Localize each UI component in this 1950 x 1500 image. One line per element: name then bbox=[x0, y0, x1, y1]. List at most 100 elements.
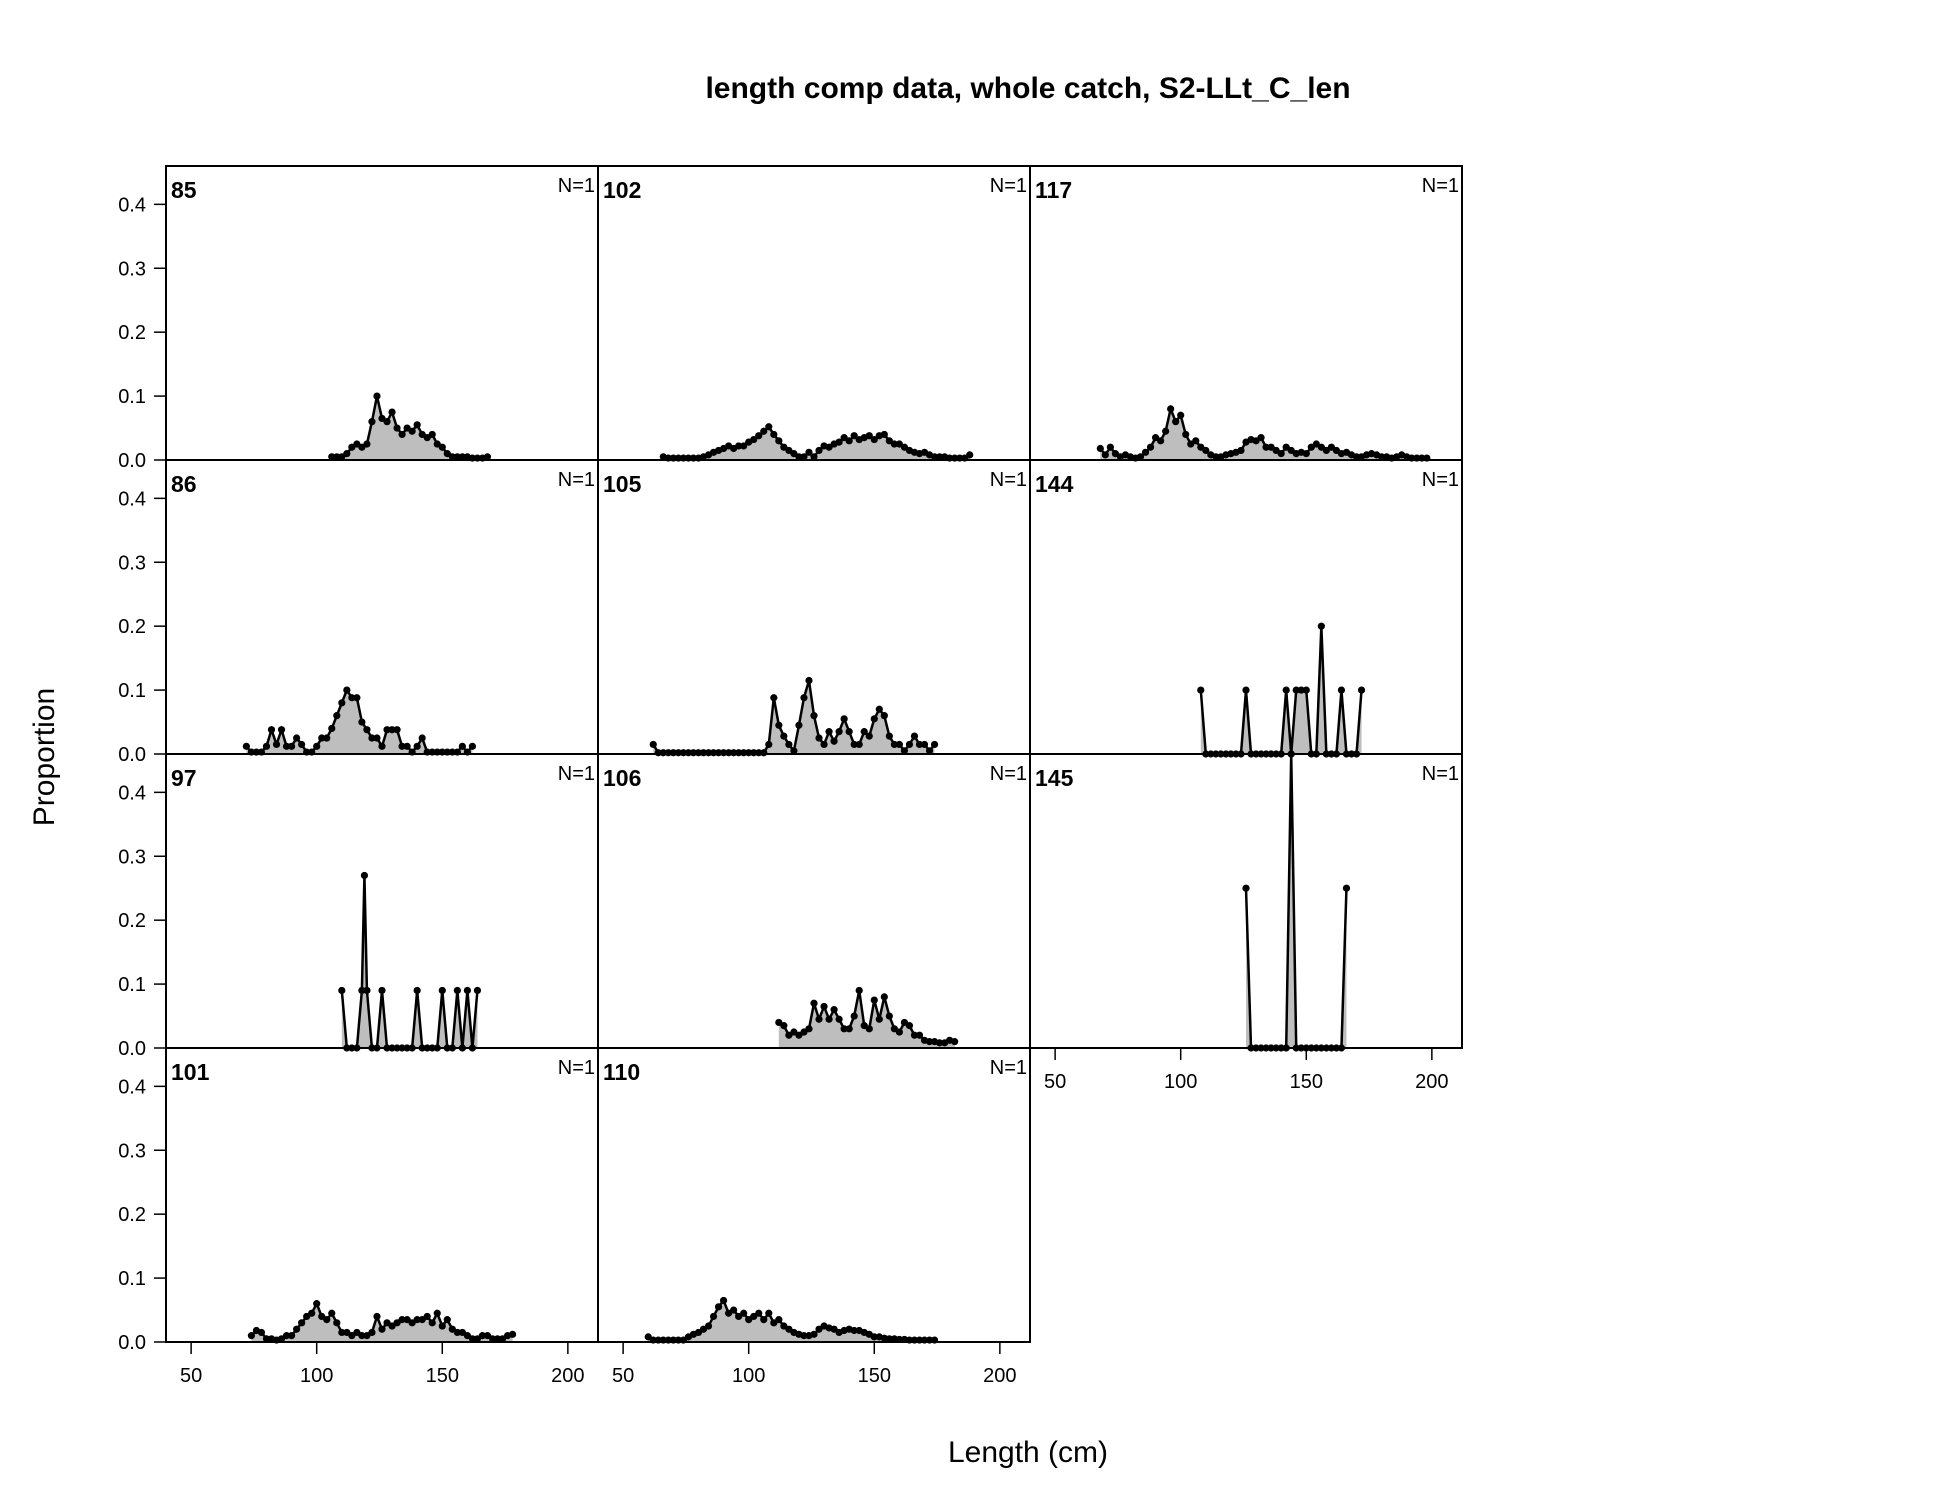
y-tick-label-86-2: 0.2 bbox=[118, 616, 146, 638]
point-97-0 bbox=[338, 986, 346, 995]
point-117-51 bbox=[1352, 453, 1361, 461]
point-105-50 bbox=[900, 747, 909, 755]
point-105-36 bbox=[830, 737, 838, 745]
point-101-52 bbox=[509, 1330, 517, 1338]
point-86-16 bbox=[323, 734, 331, 742]
panel-label-101: 101 bbox=[171, 1059, 210, 1085]
point-102-19 bbox=[755, 432, 763, 440]
point-105-52 bbox=[910, 732, 919, 740]
area-105 bbox=[653, 680, 935, 754]
point-105-29 bbox=[795, 721, 803, 729]
point-86-15 bbox=[318, 734, 326, 742]
point-105-40 bbox=[850, 740, 858, 749]
y-tick-label-86-0: 0.0 bbox=[118, 744, 146, 766]
point-85-14 bbox=[398, 430, 406, 439]
point-85-24 bbox=[448, 453, 456, 461]
point-105-55 bbox=[925, 747, 934, 755]
point-106-11 bbox=[830, 1006, 838, 1014]
point-85-13 bbox=[393, 424, 401, 432]
point-145-0 bbox=[1242, 884, 1250, 892]
point-117-2 bbox=[1106, 443, 1114, 451]
point-85-20 bbox=[428, 430, 436, 439]
point-86-35 bbox=[418, 734, 426, 742]
x-tick-label-145-2: 150 bbox=[1290, 1071, 1323, 1093]
point-86-28 bbox=[383, 726, 391, 734]
point-102-22 bbox=[770, 430, 778, 439]
panel-n-106: N=1 bbox=[990, 763, 1027, 785]
point-102-44 bbox=[880, 430, 888, 439]
panel-frame-110 bbox=[597, 1047, 1031, 1343]
point-86-31 bbox=[398, 742, 406, 750]
point-106-28 bbox=[915, 1031, 924, 1039]
panel-n-101: N=1 bbox=[558, 1057, 595, 1079]
point-105-28 bbox=[790, 747, 798, 755]
point-97-26 bbox=[463, 986, 471, 995]
point-145-20 bbox=[1342, 884, 1351, 892]
point-101-3 bbox=[262, 1335, 271, 1343]
y-tick-label-86-4: 0.4 bbox=[118, 488, 146, 510]
point-110-13 bbox=[709, 1312, 718, 1321]
point-105-23 bbox=[765, 740, 773, 749]
y-tick-label-101-3: 0.3 bbox=[118, 1140, 146, 1162]
panel-label-105: 105 bbox=[603, 471, 642, 497]
point-110-17 bbox=[730, 1306, 738, 1314]
point-106-1 bbox=[780, 1022, 788, 1030]
point-105-54 bbox=[920, 740, 929, 749]
point-97-28 bbox=[473, 986, 482, 995]
point-105-46 bbox=[880, 712, 888, 720]
x-tick-label-110-2: 150 bbox=[858, 1365, 891, 1387]
point-105-48 bbox=[890, 740, 898, 749]
point-85-1 bbox=[333, 453, 341, 461]
y-tick-label-85-2: 0.2 bbox=[118, 322, 146, 344]
point-101-10 bbox=[298, 1319, 306, 1327]
area-144 bbox=[1200, 626, 1362, 754]
panel-label-102: 102 bbox=[603, 177, 641, 203]
point-86-30 bbox=[393, 726, 401, 734]
panel-n-85: N=1 bbox=[558, 175, 595, 197]
point-105-30 bbox=[800, 694, 808, 702]
point-102-30 bbox=[810, 453, 818, 461]
panel-frame-117 bbox=[1029, 165, 1463, 461]
point-101-13 bbox=[313, 1300, 321, 1308]
point-117-13 bbox=[1162, 427, 1170, 435]
x-tick-label-145-0: 50 bbox=[1044, 1071, 1066, 1093]
x-tick-label-145-1: 100 bbox=[1164, 1071, 1197, 1093]
point-117-56 bbox=[1378, 453, 1386, 461]
point-86-26 bbox=[373, 734, 381, 742]
point-101-24 bbox=[368, 1328, 376, 1337]
point-101-26 bbox=[378, 1325, 386, 1333]
point-101-35 bbox=[423, 1312, 431, 1321]
y-tick-label-85-1: 0.1 bbox=[118, 386, 146, 408]
point-101-2 bbox=[257, 1328, 266, 1337]
point-86-5 bbox=[267, 726, 276, 734]
panel-n-117: N=1 bbox=[1422, 175, 1459, 197]
point-106-14 bbox=[845, 1025, 853, 1033]
point-101-49 bbox=[493, 1335, 502, 1343]
y-tick-label-101-4: 0.4 bbox=[118, 1076, 146, 1098]
point-105-39 bbox=[845, 728, 853, 736]
point-97-16 bbox=[413, 986, 421, 995]
point-117-41 bbox=[1302, 450, 1310, 458]
point-101-17 bbox=[333, 1319, 341, 1327]
point-106-16 bbox=[855, 986, 863, 995]
x-tick-label-101-3: 200 bbox=[551, 1365, 584, 1387]
point-101-36 bbox=[428, 1319, 436, 1327]
panel-n-145: N=1 bbox=[1422, 763, 1459, 785]
point-102-20 bbox=[760, 427, 768, 435]
area-102 bbox=[663, 426, 970, 460]
point-106-6 bbox=[805, 1025, 813, 1033]
point-97-5 bbox=[360, 871, 369, 880]
point-86-0 bbox=[242, 742, 250, 750]
point-144-24 bbox=[1317, 622, 1325, 630]
point-86-18 bbox=[333, 712, 341, 720]
area-101 bbox=[251, 1303, 513, 1342]
point-102-31 bbox=[815, 446, 823, 455]
point-117-32 bbox=[1257, 434, 1265, 442]
point-85-9 bbox=[373, 392, 381, 400]
point-106-8 bbox=[815, 1015, 823, 1023]
panel-grid: 85 N=1 0.0 0.1 0.2 0.3 0.4 86 N=1 0.0 0.1 0.2 0.3 0.4… bbox=[118, 165, 1463, 1387]
area-106 bbox=[778, 990, 955, 1048]
point-110-23 bbox=[760, 1316, 768, 1324]
point-106-30 bbox=[925, 1038, 934, 1046]
point-110-31 bbox=[800, 1332, 808, 1340]
